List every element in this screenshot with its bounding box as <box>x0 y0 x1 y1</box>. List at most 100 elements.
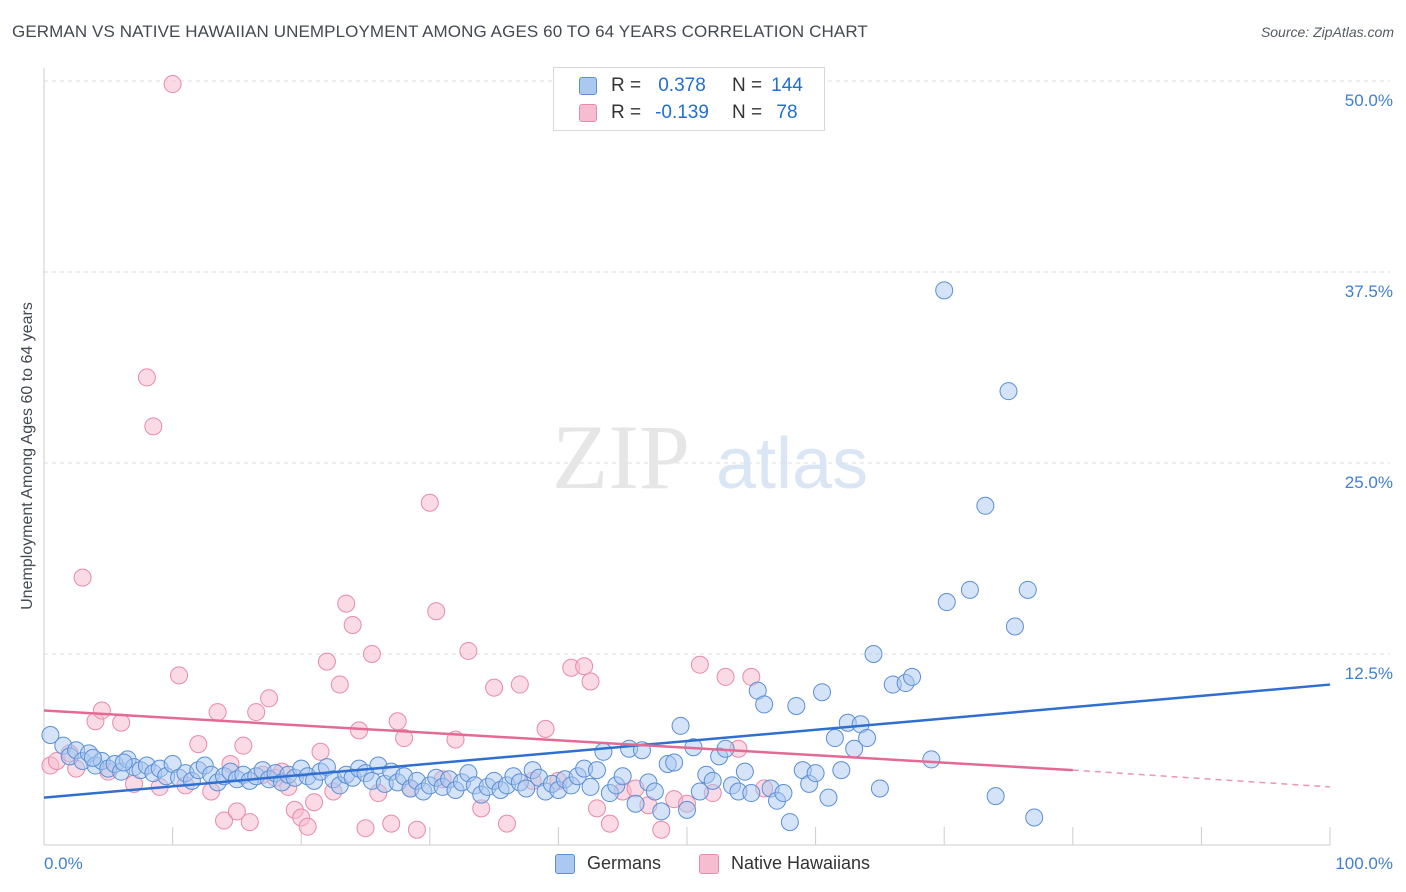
german-point <box>1005 617 1024 636</box>
watermark: ZIP atlas <box>552 406 868 508</box>
hawaiians-legend-label: Native Hawaiians <box>731 853 871 873</box>
german-point <box>960 580 979 599</box>
n-value: 78 <box>776 102 798 123</box>
german-point <box>937 593 956 612</box>
german-point <box>517 779 536 798</box>
hawaiian-point <box>485 678 504 697</box>
hawaiian-point <box>240 813 259 832</box>
germans-points <box>41 281 1044 832</box>
german-point <box>787 696 806 715</box>
german-point <box>832 761 851 780</box>
x-tick-label-max: 100.0% <box>1335 854 1393 873</box>
hawaiians-swatch <box>579 104 597 122</box>
hawaiians-trend-extension <box>1072 769 1331 788</box>
hawaiian-point <box>337 594 356 613</box>
hawaiian-point <box>587 799 606 818</box>
hawaiian-point <box>311 742 330 761</box>
r-key: R = <box>611 102 642 123</box>
hawaiian-point <box>420 493 439 512</box>
german-point <box>935 281 954 300</box>
hawaiian-point <box>690 655 709 674</box>
german-point <box>870 779 889 798</box>
hawaiian-point <box>330 675 349 694</box>
hawaiian-point <box>234 736 253 755</box>
hawaiian-point <box>362 645 381 663</box>
german-point <box>41 725 60 744</box>
german-point <box>819 788 838 807</box>
correlation-legend: R = 0.378 N = 144 R = -0.139 N = 78 <box>553 67 825 131</box>
chart-source: Source: ZipAtlas.com <box>1260 24 1394 40</box>
german-point <box>976 496 995 515</box>
germans-trend-line <box>43 683 1331 799</box>
german-point <box>742 784 761 803</box>
y-tick-label: 37.5% <box>1345 282 1393 301</box>
hawaiian-point <box>600 814 619 833</box>
hawaiian-point <box>73 568 92 587</box>
hawaiian-point <box>716 667 735 686</box>
german-point <box>613 767 632 786</box>
german-point <box>626 794 645 813</box>
german-point <box>903 667 922 686</box>
n-value: 144 <box>771 75 803 96</box>
german-point <box>587 761 606 780</box>
germans-swatch <box>579 77 597 95</box>
hawaiian-point <box>215 811 234 830</box>
german-point <box>774 784 793 803</box>
r-value: 0.378 <box>658 75 706 96</box>
hawaiian-point <box>510 675 529 694</box>
german-point <box>594 742 613 761</box>
trend-lines <box>43 683 1331 799</box>
german-point <box>735 762 754 781</box>
germans-legend-label: Germans <box>587 853 662 873</box>
hawaiians-legend-swatch <box>699 854 719 874</box>
y-tick-label: 12.5% <box>1345 664 1393 683</box>
german-point <box>999 382 1018 401</box>
german-point <box>858 729 877 748</box>
hawaiian-point <box>581 672 600 691</box>
german-point <box>922 750 941 769</box>
germans-legend-swatch <box>555 854 575 874</box>
hawaiian-point <box>497 814 516 833</box>
german-point <box>690 782 709 801</box>
watermark-zip: ZIP <box>552 406 690 508</box>
german-point <box>671 716 690 735</box>
y-tick-label: 25.0% <box>1345 473 1393 492</box>
german-point <box>114 753 133 772</box>
hawaiian-point <box>227 802 246 821</box>
hawaiian-point <box>112 713 131 732</box>
grid-lines <box>44 80 1390 655</box>
hawaiian-point <box>652 820 671 839</box>
y-axis-label: Unemployment Among Ages 60 to 64 years <box>19 302 36 610</box>
n-key: N = <box>732 102 763 123</box>
german-point <box>678 800 696 819</box>
german-point <box>813 683 832 702</box>
german-point <box>652 802 671 821</box>
hawaiian-point <box>427 602 446 621</box>
hawaiian-point <box>382 814 401 833</box>
german-point <box>1018 580 1037 599</box>
y-tick-label: 50.0% <box>1345 91 1393 110</box>
hawaiian-point <box>317 652 336 671</box>
x-tick-label-min: 0.0% <box>44 854 83 873</box>
german-point <box>1025 808 1044 827</box>
chart-title: GERMAN VS NATIVE HAWAIIAN UNEMPLOYMENT A… <box>12 22 868 41</box>
r-value: -0.139 <box>655 102 709 123</box>
hawaiian-point <box>356 819 375 838</box>
german-point <box>83 748 102 767</box>
hawaiian-point <box>350 721 369 740</box>
hawaiians-trend-line <box>43 709 1073 772</box>
hawaiian-point <box>170 666 189 685</box>
watermark-atlas: atlas <box>716 424 868 504</box>
hawaiian-point <box>459 641 478 660</box>
german-point <box>780 813 799 832</box>
german-point <box>665 753 684 772</box>
german-point <box>806 764 825 783</box>
german-point <box>864 645 883 663</box>
german-point <box>703 771 722 790</box>
german-point <box>581 777 600 796</box>
hawaiian-point <box>388 712 407 731</box>
hawaiian-point <box>163 75 182 94</box>
hawaiian-point <box>395 729 414 748</box>
hawaiian-point <box>305 793 324 812</box>
